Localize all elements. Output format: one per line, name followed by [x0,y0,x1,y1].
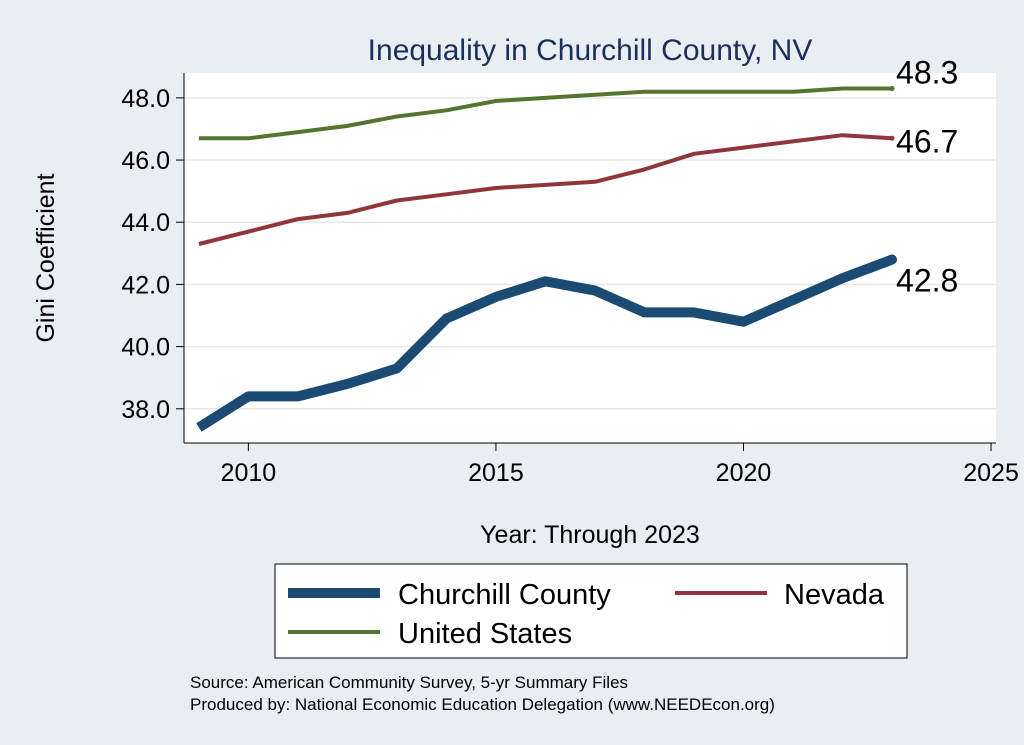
y-tick-label: 42.0 [121,271,170,299]
legend-label-churchill: Churchill County [398,579,611,611]
x-tick-label: 2025 [963,459,1019,487]
end-value-label: 46.7 [896,123,958,159]
end-value-label: 42.8 [896,263,958,299]
end-labels: 48.3 46.7 42.8 [896,55,958,299]
axis-ticks: 38.0 40.0 42.0 44.0 46.0 48.0 2010 2015 2020 2025 [121,85,1019,487]
x-tick-label: 2010 [221,459,277,487]
produced-by-line: Produced by: National Economic Education… [190,695,775,714]
legend-label-nevada: Nevada [784,579,885,611]
x-tick-label: 2020 [716,459,772,487]
y-tick-label: 46.0 [121,147,170,175]
source-line: Source: American Community Survey, 5-yr … [190,673,628,692]
y-tick-label: 40.0 [121,334,170,362]
series-endpoint [889,135,895,141]
x-tick-label: 2015 [468,459,524,487]
series-endpoint [887,254,898,265]
chart-title: Inequality in Churchill County, NV [368,34,813,67]
y-tick-label: 38.0 [121,396,170,424]
y-axis-title: Gini Coefficient [32,173,60,342]
y-tick-label: 44.0 [121,209,170,237]
axes [183,73,996,444]
end-value-label: 48.3 [896,55,958,91]
series-line-churchill-county [196,254,894,432]
series-endpoint [889,86,895,92]
series-line-united-states [198,86,892,141]
plot-area [184,73,996,443]
legend-box [274,563,908,659]
legend: Churchill County Nevada United States [274,563,908,659]
y-tick-label: 48.0 [121,85,170,113]
series-line-nevada [198,133,893,246]
x-axis-title: Year: Through 2023 [480,521,700,549]
series-lines [196,86,898,432]
gridlines [184,97,996,410]
legend-label-united-states: United States [398,618,572,650]
